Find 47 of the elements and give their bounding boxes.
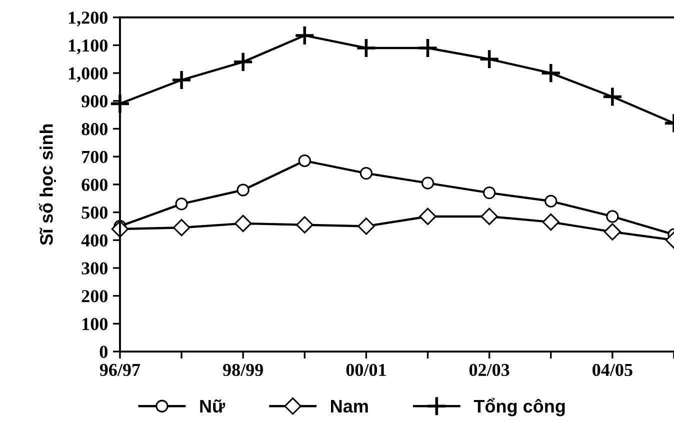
point [606, 210, 619, 223]
point [360, 166, 373, 180]
point [294, 25, 316, 46]
point [419, 208, 436, 226]
point [356, 38, 377, 58]
point [172, 218, 190, 236]
point [298, 154, 311, 168]
legend-label: Nam [331, 400, 368, 413]
point [602, 86, 623, 108]
point [604, 223, 622, 240]
point [358, 218, 375, 235]
legend-label: Nữ [200, 399, 226, 413]
point [478, 48, 500, 70]
point [540, 62, 562, 84]
x-tick-label: 96/97 [100, 364, 140, 376]
y-tick-label: 700 [82, 150, 108, 164]
point [421, 176, 434, 190]
x-tick-label: 04/05 [592, 364, 632, 376]
x-tick-label: 98/99 [223, 364, 263, 376]
legend-label: Tổng công [474, 398, 565, 416]
point [232, 52, 254, 72]
y-tick-label: 900 [82, 95, 108, 108]
point [296, 216, 314, 234]
point [236, 184, 250, 196]
y-axis-title: Sĩ số học sinh [38, 124, 56, 246]
point [480, 208, 498, 226]
y-tick-label: 400 [81, 234, 108, 247]
y-tick-label: 500 [82, 206, 108, 219]
point [175, 198, 188, 210]
point [171, 70, 192, 90]
y-tick-label: 100 [82, 318, 108, 330]
point [417, 38, 438, 58]
x-tick-label: 02/03 [469, 364, 510, 376]
y-tick-label: 200 [82, 290, 108, 302]
y-tick-label: 0 [100, 346, 108, 358]
y-tick-label: 1,100 [68, 39, 108, 54]
point [542, 213, 560, 231]
y-tick-label: 800 [82, 123, 108, 136]
y-tick-label: 600 [82, 178, 108, 191]
point [110, 93, 130, 114]
x-tick-label: 00/01 [346, 364, 386, 376]
point [544, 194, 558, 208]
point [483, 186, 496, 200]
y-tick-label: 1,200 [68, 12, 108, 26]
point [234, 214, 252, 232]
y-tick-label: 300 [82, 262, 108, 274]
y-tick-label: 1,000 [68, 67, 108, 82]
